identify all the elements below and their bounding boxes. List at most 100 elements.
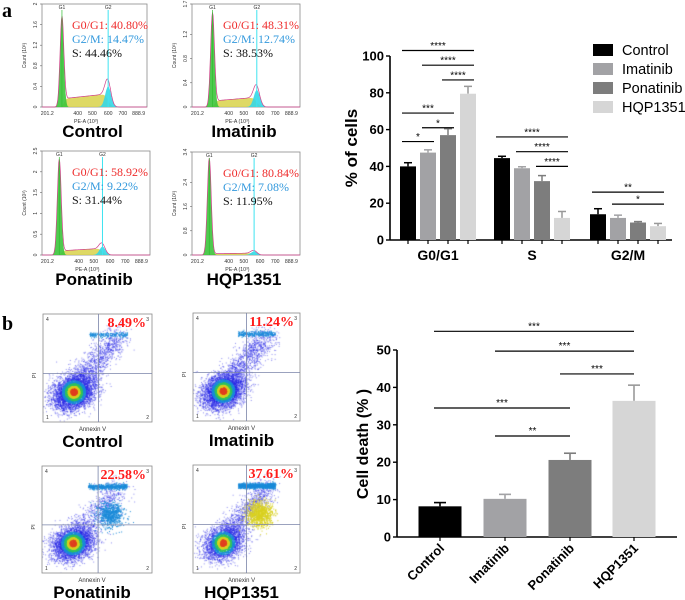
significance-label: **** bbox=[440, 56, 456, 67]
significance-label: *** bbox=[591, 364, 603, 375]
quadrant-label: 4 bbox=[46, 317, 49, 323]
bar-ponatinib bbox=[548, 459, 592, 537]
bar-control-1 bbox=[494, 158, 510, 240]
bar-control bbox=[418, 506, 462, 537]
bar-imatinib-2 bbox=[610, 217, 626, 240]
x-axis-label: PE-A (10³) bbox=[225, 267, 249, 273]
bar-imatinib-0 bbox=[420, 152, 436, 240]
y-tick-label: 2.4 bbox=[183, 179, 189, 186]
legend-swatch-ponatinib bbox=[593, 82, 613, 94]
late-apoptosis-percent: 8.49% bbox=[108, 316, 147, 331]
y-tick-label: 0.4 bbox=[33, 83, 39, 90]
panel-label-a: a bbox=[2, 0, 12, 22]
histogram-hqp1351: 0 0.8 1.6 2.4 3.4 Count (10³) 201.2 400 500 600 70… bbox=[172, 148, 301, 289]
panel-label-b: b bbox=[2, 313, 13, 335]
significance-label: *** bbox=[496, 398, 508, 409]
g2-gate-label: G2 bbox=[253, 5, 260, 11]
quadrant-label: 1 bbox=[196, 414, 199, 420]
y-axis-label: Cell death (% ) bbox=[355, 389, 372, 499]
flow-scatter-control bbox=[43, 314, 152, 422]
g0g1-percent: G0/G1: 48.31% bbox=[223, 18, 299, 32]
quadrant-label: 2 bbox=[146, 415, 149, 421]
legend-label: Ponatinib bbox=[622, 81, 682, 97]
x-category-label: Control bbox=[404, 541, 447, 584]
x-axis-label: Annexin V bbox=[228, 426, 255, 432]
y-tick-label: 40 bbox=[377, 380, 391, 395]
y-tick-label: 60 bbox=[370, 122, 384, 137]
significance-label: * bbox=[436, 118, 440, 129]
quadrant-label: 3 bbox=[146, 469, 149, 475]
y-tick-label: 0 bbox=[377, 233, 384, 248]
quadrant-label: 1 bbox=[196, 566, 199, 572]
g1-gate-label: G1 bbox=[206, 153, 213, 159]
x-axis-label: PE-A (10³) bbox=[74, 119, 98, 125]
g1-gate-label: G1 bbox=[209, 5, 216, 11]
x-tick-label: 600 bbox=[106, 259, 115, 265]
late-apoptosis-percent: 11.24% bbox=[249, 315, 294, 330]
x-tick-label: 201.2 bbox=[191, 259, 204, 265]
y-tick-label: 0 bbox=[384, 530, 391, 545]
y-axis-label: PI bbox=[182, 523, 188, 529]
sample-label: Imatinib bbox=[211, 122, 276, 141]
y-axis-label: Count (10³) bbox=[172, 191, 178, 217]
bar-control-2 bbox=[590, 214, 606, 240]
cell-death-bar-chart: 0 10 20 30 40 50 Cell death (% ) Control Imatini… bbox=[355, 321, 677, 593]
g0g1-percent: G0/G1: 40.80% bbox=[72, 18, 148, 32]
x-tick-label: 700 bbox=[119, 111, 128, 117]
g0g1-percent: G0/G1: 80.84% bbox=[223, 166, 299, 180]
g1-peak-area bbox=[192, 13, 300, 108]
bar-hqp1351 bbox=[612, 400, 656, 537]
y-axis-label: % of cells bbox=[342, 109, 361, 187]
sample-label: Ponatinib bbox=[53, 583, 130, 600]
g1-gate-label: G1 bbox=[56, 152, 63, 158]
x-tick-label: 600 bbox=[256, 259, 265, 265]
y-tick-label: 0 bbox=[33, 253, 39, 256]
x-tick-label: 600 bbox=[104, 111, 113, 117]
y-tick-label: 0.8 bbox=[33, 62, 39, 69]
x-axis-label: PE-A (10³) bbox=[225, 119, 249, 125]
quadrant-label: 4 bbox=[196, 468, 199, 474]
y-tick-label: 20 bbox=[377, 455, 391, 470]
sample-label: HQP1351 bbox=[207, 270, 282, 289]
x-tick-label: 888.9 bbox=[285, 259, 298, 265]
fit-curve bbox=[192, 12, 300, 108]
flow-frame bbox=[41, 465, 153, 574]
y-tick-label: 50 bbox=[377, 343, 391, 358]
late-apoptosis-percent: 37.61% bbox=[249, 467, 295, 482]
bar-ponatinib-0 bbox=[440, 135, 456, 240]
bar-hqp1351-2 bbox=[650, 226, 666, 240]
bar-hqp1351-0 bbox=[460, 93, 476, 240]
y-tick-label: 1.2 bbox=[33, 42, 39, 49]
legend-label: HQP1351 bbox=[622, 100, 685, 116]
y-tick-label: 1.2 bbox=[183, 31, 189, 38]
late-apoptosis-percent: 22.58% bbox=[101, 468, 147, 483]
y-tick-label: 2.5 bbox=[33, 147, 39, 154]
x-tick-label: 700 bbox=[271, 111, 280, 117]
y-tick-label: 1.7 bbox=[183, 0, 189, 7]
legend-label: Control bbox=[622, 43, 669, 59]
bar-hqp1351-1 bbox=[554, 217, 570, 240]
s-percent: S: 11.95% bbox=[223, 194, 273, 208]
y-tick-label: 1.5 bbox=[33, 189, 39, 196]
x-tick-label: 500 bbox=[240, 259, 249, 265]
y-tick-label: 0 bbox=[183, 105, 189, 108]
s-percent: S: 44.46% bbox=[72, 46, 122, 60]
significance-label: ** bbox=[529, 426, 537, 437]
fit-curve bbox=[42, 158, 150, 256]
y-tick-label: 0 bbox=[183, 253, 189, 256]
flow-scatter-ponatinib bbox=[42, 466, 152, 573]
x-tick-label: 888.9 bbox=[132, 111, 145, 117]
y-axis-label: PI bbox=[32, 372, 38, 378]
y-tick-label: 1.6 bbox=[33, 21, 39, 28]
significance-label: *** bbox=[422, 104, 434, 115]
x-tick-label: 700 bbox=[271, 259, 280, 265]
y-tick-label: 100 bbox=[362, 49, 384, 64]
x-category-label: G0/G1 bbox=[417, 247, 458, 263]
x-axis-label: Annexin V bbox=[78, 578, 105, 584]
s-percent: S: 31.44% bbox=[72, 193, 122, 207]
